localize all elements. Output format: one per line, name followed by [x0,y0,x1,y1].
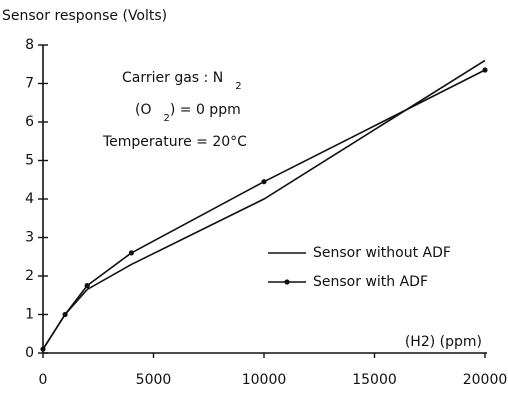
annotation-text: Carrier gas : N [122,70,223,86]
y-tick-label: 7 [25,76,34,92]
legend-label: Sensor with ADF [313,274,428,290]
y-tick-label: 6 [25,114,34,130]
annotation-text: Temperature = 20°C [102,134,247,150]
y-tick-label: 4 [25,191,34,207]
annotation: Temperature = 20°C [102,134,247,150]
y-tick-label: 5 [25,153,34,169]
x-tick-label: 20000 [463,372,508,388]
y-tick-label: 2 [25,268,34,284]
y-tick-label: 0 [25,345,34,361]
x-tick-label: 5000 [136,372,172,388]
x-tick-label: 0 [39,372,48,388]
annotation: (O 2) = 0 ppm [135,102,241,124]
series-marker [482,67,488,73]
annotation: Carrier gas : N 2 [122,70,242,92]
series-marker [128,250,134,256]
series-marker [84,283,90,289]
series-marker [62,311,68,318]
x-tick-label: 15000 [352,372,397,388]
y-tick-label: 3 [25,230,34,246]
x-tick-label: 10000 [242,372,287,388]
annotation-text: (O [135,102,151,118]
y-tick-label: 1 [25,307,34,323]
y-axis-label: Sensor response (Volts) [2,8,167,24]
series-marker [40,346,46,352]
legend-label: Sensor without ADF [313,245,451,261]
series-marker [261,179,267,185]
annotation-subscript: 2 [163,113,169,124]
legend-marker [284,279,290,285]
annotation-subscript: 2 [235,81,241,92]
y-tick-label: 8 [25,37,34,53]
x-axis-label: (H2) (ppm) [405,334,482,350]
series-line [42,69,486,350]
annotation-text: ) = 0 ppm [170,102,241,118]
